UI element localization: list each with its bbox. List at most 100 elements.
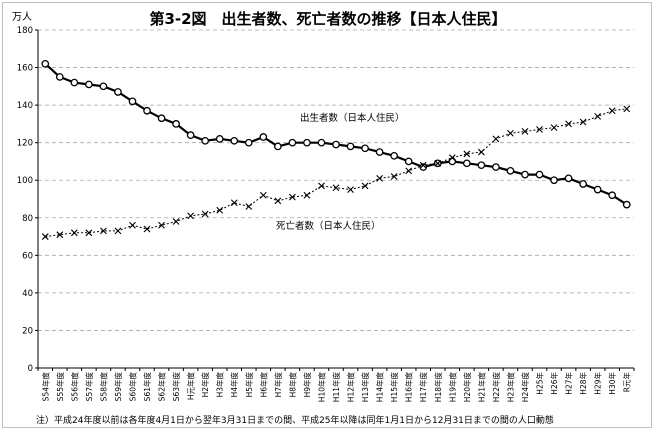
data-point-circle: [535, 170, 544, 179]
data-point-circle: [41, 59, 50, 68]
y-tick-label: 20: [22, 326, 33, 336]
x-tick-label: S56年度: [69, 372, 79, 402]
y-tick-label: 180: [17, 26, 33, 36]
x-tick-label: H7年度: [273, 372, 283, 398]
data-point-x: [70, 229, 78, 237]
x-tick-label: H10年度: [316, 372, 326, 403]
data-point-circle: [506, 166, 515, 175]
data-point-x: [158, 221, 165, 229]
x-tick-label: H2年度: [200, 372, 210, 398]
data-point-x: [565, 120, 572, 128]
data-point-circle: [593, 185, 602, 194]
x-tick-label: H5年度: [244, 372, 254, 398]
data-point-x: [289, 193, 296, 201]
data-point-circle: [70, 78, 79, 87]
y-tick-label: 40: [22, 289, 33, 299]
x-tick-label: H11年度: [331, 372, 341, 403]
data-point-circle: [99, 82, 108, 91]
data-point-circle: [462, 159, 471, 168]
x-tick-label: S61年度: [142, 372, 152, 402]
data-point-circle: [404, 157, 413, 166]
data-point-x: [41, 233, 49, 240]
data-point-circle: [157, 114, 166, 123]
birth-series-label: 出生者数（日本人住民）: [300, 112, 405, 124]
x-tick-label: H元年度: [186, 372, 196, 401]
data-point-circle: [477, 161, 486, 170]
x-tick-label: H8年度: [287, 372, 297, 398]
x-tick-label: H29年: [593, 372, 603, 395]
x-tick-label: H26年: [549, 372, 559, 395]
x-tick-label: S60年度: [127, 372, 137, 402]
data-point-x: [245, 203, 253, 210]
data-point-circle: [521, 170, 529, 179]
series-line-0: [44, 62, 628, 206]
x-tick-label: S59年度: [113, 372, 123, 402]
y-tick-label: 140: [17, 101, 33, 111]
x-tick-label: H15年度: [389, 372, 399, 403]
data-point-x: [594, 112, 602, 120]
x-tick-label: H14年度: [375, 372, 385, 403]
footnote: 注）平成24年度以前は各年度4月1日から翌年3月31日までの間、平成25年以降は…: [36, 416, 554, 426]
data-point-x: [579, 118, 587, 126]
data-point-x: [230, 199, 238, 207]
x-tick-label: S55年度: [55, 372, 65, 402]
x-tick-label: H22年度: [491, 372, 501, 403]
data-point-x: [259, 191, 267, 199]
x-tick-label: H19年度: [447, 372, 457, 403]
data-point-circle: [143, 106, 151, 115]
data-point-circle: [303, 138, 311, 147]
data-point-circle: [114, 88, 122, 96]
data-point-x: [129, 221, 136, 229]
data-point-x: [143, 225, 151, 233]
y-tick-label: 0: [28, 364, 33, 374]
data-point-x: [318, 182, 325, 190]
data-point-circle: [201, 136, 210, 145]
data-point-circle: [85, 80, 93, 89]
data-point-x: [507, 129, 514, 137]
y-axis-unit: 万人: [12, 12, 32, 23]
death-series-label: 死亡者数（日本人住民）: [276, 220, 381, 232]
x-tick-label: H17年度: [418, 372, 428, 403]
x-tick-label: S54年度: [40, 372, 50, 402]
data-point-x: [332, 184, 340, 192]
data-point-x: [114, 227, 122, 235]
data-point-x: [85, 229, 93, 237]
data-point-circle: [55, 73, 64, 81]
data-point-circle: [492, 163, 500, 171]
x-tick-label: H30年: [607, 372, 617, 395]
data-point-x: [405, 167, 413, 175]
x-tick-label: H6年度: [258, 372, 268, 398]
x-tick-label: H4年度: [229, 372, 239, 398]
x-tick-label: R元年: [622, 372, 632, 393]
data-point-x: [550, 124, 558, 132]
data-point-x: [100, 227, 107, 235]
x-tick-label: H20年度: [462, 372, 472, 403]
x-tick-label: H13年度: [360, 372, 370, 403]
data-point-x: [56, 231, 64, 239]
y-tick-label: 80: [22, 214, 33, 224]
data-point-x: [536, 126, 543, 133]
data-point-circle: [317, 138, 326, 147]
data-point-x: [201, 210, 209, 218]
data-point-x: [492, 135, 500, 143]
data-point-x: [477, 148, 485, 156]
y-tick-label: 60: [22, 251, 33, 261]
x-tick-label: S62年度: [157, 372, 167, 402]
data-point-x: [376, 174, 383, 182]
data-point-x: [623, 105, 631, 113]
data-point-circle: [288, 138, 297, 147]
y-tick-label: 120: [17, 139, 33, 149]
data-point-circle: [172, 120, 180, 128]
data-point-x: [361, 182, 369, 190]
x-tick-label: H27年: [564, 372, 574, 395]
data-point-x: [347, 186, 354, 193]
chart-frame: [2, 2, 652, 428]
x-tick-label: S58年度: [98, 372, 108, 402]
data-point-circle: [550, 176, 558, 185]
data-point-circle: [608, 191, 617, 200]
data-point-x: [303, 191, 311, 199]
data-point-circle: [215, 135, 224, 143]
data-point-x: [390, 173, 398, 180]
x-tick-label: H25年: [535, 372, 545, 395]
